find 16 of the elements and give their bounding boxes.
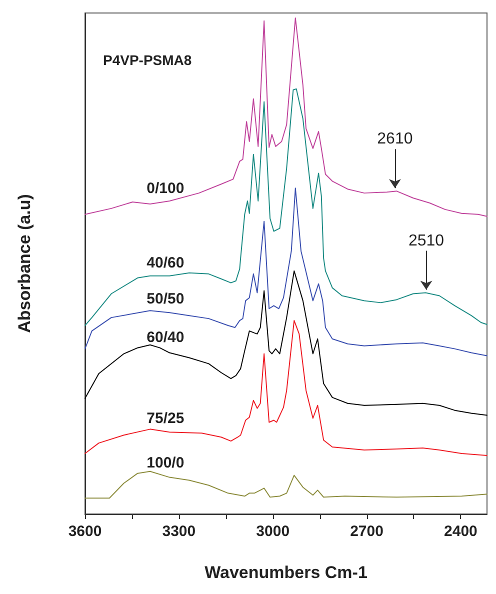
series-label: 40/60 bbox=[146, 254, 184, 272]
series-label: 50/50 bbox=[146, 290, 184, 308]
series-label: 100/0 bbox=[146, 454, 184, 472]
y-axis-title: Absorbance (a.u) bbox=[15, 194, 34, 333]
series-label: 75/25 bbox=[146, 410, 184, 428]
x-tick-label: 2700 bbox=[350, 523, 384, 540]
x-tick-label: 2400 bbox=[444, 523, 478, 540]
x-tick-label: 3600 bbox=[68, 523, 102, 540]
annotation: 2510 bbox=[408, 232, 444, 250]
series-label: 60/40 bbox=[146, 329, 184, 346]
x-axis-title: Wavenumbers Cm-1 bbox=[204, 563, 368, 582]
x-tick-label: 3000 bbox=[256, 523, 290, 540]
x-tick-label: 3300 bbox=[162, 523, 196, 540]
annotation: 2610 bbox=[377, 130, 413, 148]
text: P4VP-PSMA8 bbox=[103, 52, 192, 68]
series-label: 0/100 bbox=[146, 180, 184, 198]
